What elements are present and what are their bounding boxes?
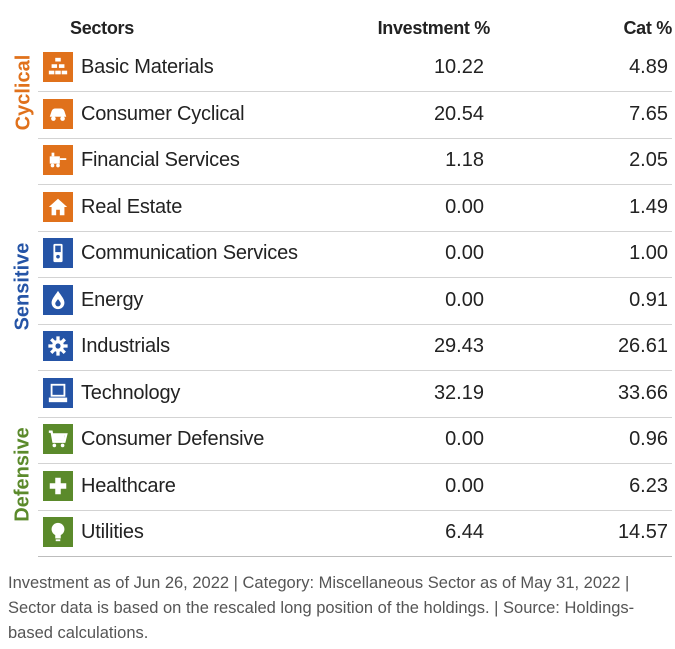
category-value: 1.00 — [629, 242, 668, 264]
energy-icon — [43, 284, 73, 315]
investment-value: 0.00 — [445, 288, 484, 311]
table-row: Basic Materials 10.22 4.89 — [38, 45, 672, 92]
sector-name: Consumer Defensive — [81, 428, 265, 450]
investment-value: 0.00 — [445, 242, 484, 264]
financial-services-icon — [43, 145, 73, 175]
sectors-header: Sectors — [70, 18, 134, 38]
investment-value: 20.54 — [433, 102, 484, 125]
sector-name: Financial Services — [81, 149, 240, 171]
basic-materials-icon — [43, 52, 73, 82]
sector-name: Healthcare — [81, 474, 176, 497]
investment-value: 32.19 — [433, 381, 484, 404]
table-row: Healthcare 0.00 6.23 — [38, 464, 672, 511]
utilities-icon — [43, 517, 73, 547]
footnote: Investment as of Jun 26, 2022 | Category… — [8, 574, 635, 642]
consumer-cyclical-icon — [43, 98, 73, 129]
group-label-sensitive: Sensitive — [11, 242, 34, 331]
sector-name: Industrials — [81, 335, 170, 357]
investment-value: 0.00 — [445, 195, 484, 218]
sector-name: Utilities — [81, 521, 144, 543]
investment-value: 10.22 — [433, 56, 484, 78]
investment-value: 0.00 — [445, 474, 484, 497]
sector-name: Consumer Cyclical — [81, 102, 245, 125]
category-value: 14.57 — [617, 521, 668, 543]
healthcare-icon — [43, 470, 73, 501]
communication-services-icon — [43, 238, 73, 268]
table-row: Financial Services 1.18 2.05 — [38, 138, 672, 185]
investment-value: 0.00 — [445, 428, 484, 450]
table-row: Technology 32.19 33.66 — [38, 371, 672, 418]
category-value: 1.49 — [629, 195, 668, 218]
category-value: 0.96 — [629, 428, 668, 450]
category-value: 33.66 — [617, 381, 668, 404]
category-value: 6.23 — [629, 474, 668, 497]
table-row: Utilities 6.44 14.57 — [38, 510, 672, 557]
table-row: Communication Services 0.00 1.00 — [38, 231, 672, 278]
investment-value: 1.18 — [445, 149, 484, 171]
table-row: Industrials 29.43 26.61 — [38, 324, 672, 371]
table-row: Real Estate 0.00 1.49 — [38, 185, 672, 232]
sector-name: Communication Services — [81, 242, 298, 264]
investment-value: 29.43 — [433, 335, 484, 357]
category-value: 7.65 — [629, 102, 668, 125]
group-label-defensive: Defensive — [11, 427, 34, 522]
cat-header: Cat % — [623, 18, 672, 38]
consumer-defensive-icon — [43, 424, 73, 454]
table-row: Energy 0.00 0.91 — [38, 278, 672, 325]
category-value: 0.91 — [629, 288, 668, 311]
category-value: 26.61 — [617, 335, 668, 357]
category-value: 4.89 — [629, 56, 668, 78]
technology-icon — [43, 377, 73, 408]
group-label-cyclical: Cyclical — [12, 54, 35, 131]
real-estate-icon — [43, 191, 73, 222]
investment-value: 6.44 — [445, 521, 484, 543]
sector-name: Energy — [81, 288, 144, 311]
table-row: Consumer Defensive 0.00 0.96 — [38, 417, 672, 464]
investment-header: Investment % — [377, 18, 491, 38]
industrials-icon — [43, 331, 73, 361]
sector-name: Technology — [81, 381, 181, 404]
table-row: Consumer Cyclical 20.54 7.65 — [38, 92, 672, 139]
sector-name: Basic Materials — [81, 56, 214, 78]
category-value: 2.05 — [629, 149, 668, 171]
sector-name: Real Estate — [81, 195, 183, 218]
